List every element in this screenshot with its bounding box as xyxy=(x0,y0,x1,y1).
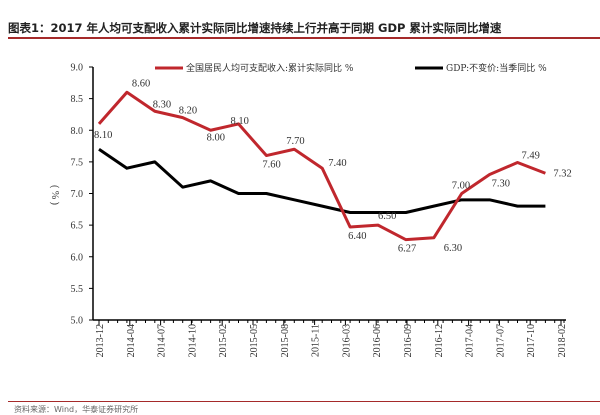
x-tick-label: 2017-07 xyxy=(495,324,506,357)
data-label: 7.70 xyxy=(286,136,304,147)
y-tick-label: 9.0 xyxy=(71,63,84,74)
y-tick-label: 5.5 xyxy=(71,284,84,295)
legend-label: 全国居民人均可支配收入:累计实际同比 % xyxy=(186,62,354,74)
y-axis-label: ( % ) xyxy=(49,185,60,205)
data-label: 8.20 xyxy=(179,106,197,117)
data-label: 7.40 xyxy=(328,158,346,169)
data-label: 8.30 xyxy=(153,99,171,110)
legend-label: GDP:不变价:当季同比 % xyxy=(446,62,547,74)
data-label: 6.30 xyxy=(444,243,462,254)
x-tick-label: 2016-06 xyxy=(372,324,383,357)
x-tick-label: 2016-03 xyxy=(341,324,352,357)
source-note: 资料来源：Wind，华泰证券研究所 xyxy=(14,405,139,414)
data-label: 7.49 xyxy=(522,151,540,162)
x-tick-label: 2014-07 xyxy=(157,324,168,357)
y-tick-label: 8.0 xyxy=(71,126,84,137)
data-label: 8.00 xyxy=(207,132,225,143)
data-label: 7.32 xyxy=(553,168,571,179)
y-tick-label: 7.0 xyxy=(71,189,84,200)
legend: 全国居民人均可支配收入:累计实际同比 % GDP:不变价:当季同比 % xyxy=(155,62,547,74)
x-tick-label: 2013-12 xyxy=(95,324,106,357)
data-label: 6.50 xyxy=(378,211,396,222)
y-tick-label: 6.5 xyxy=(71,221,84,232)
income-growth-line xyxy=(97,90,546,242)
data-label: 8.10 xyxy=(94,130,112,141)
x-tick-label: 2015-05 xyxy=(249,324,260,357)
x-tick-label: 2018-02 xyxy=(557,324,568,357)
x-tick-label: 2014-04 xyxy=(126,324,137,357)
x-tick-label: 2014-10 xyxy=(187,324,198,357)
data-label: 6.27 xyxy=(398,244,416,255)
y-tick-label: 8.5 xyxy=(71,94,84,105)
y-tick-label: 5.0 xyxy=(71,316,84,327)
data-label: 8.60 xyxy=(132,78,150,89)
x-tick-label: 2015-11 xyxy=(311,324,322,357)
data-label: 8.10 xyxy=(231,116,249,127)
data-label: 6.40 xyxy=(348,231,366,242)
x-tick-label: 2015-02 xyxy=(218,324,229,357)
data-label: 7.60 xyxy=(262,160,280,171)
title-divider xyxy=(8,37,600,39)
footer-divider xyxy=(8,401,600,402)
x-tick-label: 2017-10 xyxy=(526,324,537,357)
data-label: 7.30 xyxy=(492,179,510,190)
x-tick-label: 2016-09 xyxy=(403,324,414,357)
chart-title: 图表1：2017 年人均可支配收入累计实际同比增速持续上行并高于同期 GDP 累… xyxy=(8,21,502,35)
x-tick-label: 2016-12 xyxy=(434,324,445,357)
y-tick-label: 7.5 xyxy=(71,157,84,168)
x-tick-label: 2017-04 xyxy=(465,324,476,357)
data-label: 7.00 xyxy=(452,181,470,192)
y-tick-label: 6.0 xyxy=(71,252,84,263)
x-tick-label: 2015-08 xyxy=(280,324,291,357)
